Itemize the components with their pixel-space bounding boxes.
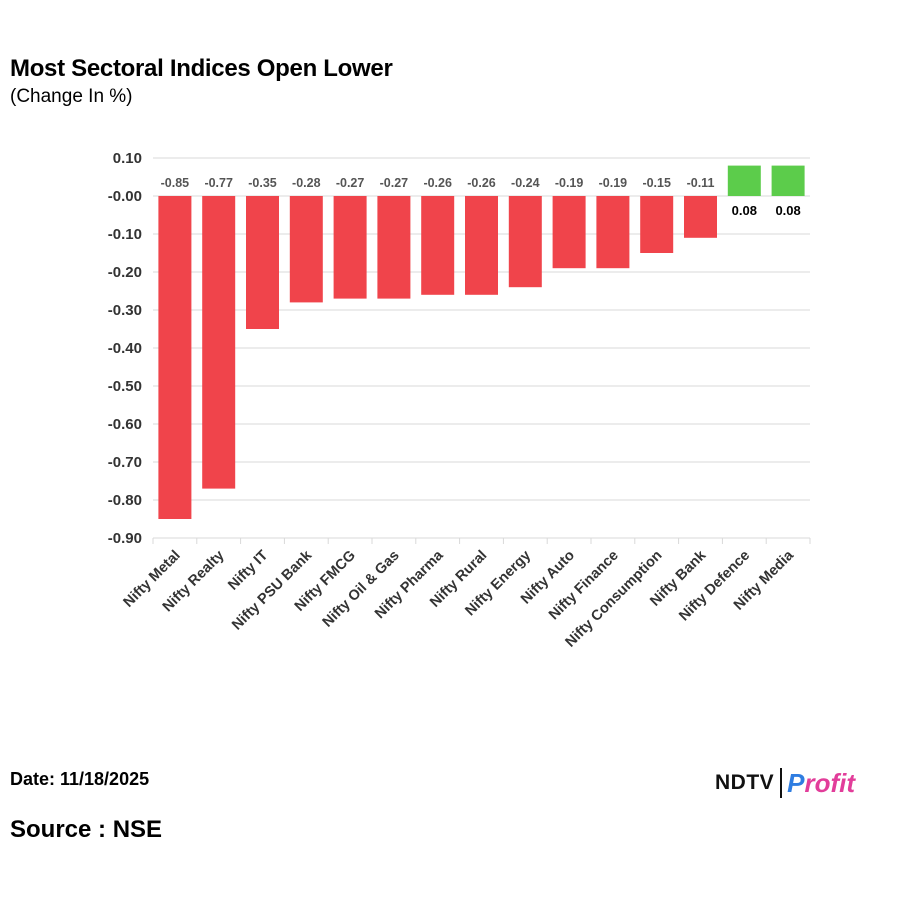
data-label: -0.77 [204, 176, 233, 190]
bar [596, 196, 630, 269]
data-label: -0.26 [467, 176, 496, 190]
bar [377, 196, 411, 299]
data-label: -0.11 [687, 176, 715, 190]
bar [246, 196, 279, 329]
logo-product-text: Profit [787, 768, 855, 799]
bar [640, 196, 674, 253]
logo-divider [780, 768, 783, 798]
source-label: Source : NSE [10, 816, 163, 843]
logo-product-initial: P [787, 767, 805, 798]
y-tick-label: -0.90 [108, 530, 142, 547]
y-tick-label: 0.10 [113, 150, 142, 167]
y-tick-label: -0.80 [108, 492, 142, 509]
ndtv-profit-logo: NDTV Profit [715, 765, 855, 801]
x-tick-label: Nifty PSU Bank [229, 547, 316, 634]
chart-title: Most Sectoral Indices Open Lower [10, 55, 393, 82]
data-label: -0.27 [336, 176, 365, 190]
data-label: -0.15 [642, 176, 671, 190]
y-tick-label: -0.10 [108, 226, 142, 243]
bar [684, 196, 717, 238]
bar [421, 196, 455, 295]
data-label: -0.26 [423, 176, 452, 190]
data-label: -0.28 [292, 176, 321, 190]
data-label: -0.85 [161, 176, 190, 190]
bar [508, 196, 542, 288]
logo-brand-text: NDTV [715, 771, 775, 794]
bar [158, 196, 192, 519]
bar [771, 165, 805, 196]
chart-subtitle: (Change In %) [10, 86, 133, 107]
bar [202, 196, 236, 489]
y-tick-label: -0.00 [108, 188, 142, 205]
data-label: 0.08 [775, 203, 800, 218]
bar-chart: 0.10 -0.00 -0.10 -0.20 -0.30 -0.40 -0.50 -0.60 -… [108, 150, 811, 651]
data-label: -0.27 [380, 176, 409, 190]
y-tick-label: -0.60 [108, 416, 142, 433]
y-tick-label: -0.70 [108, 454, 142, 471]
bar [552, 196, 586, 269]
logo-product-rest: rofit [804, 767, 856, 798]
date-label: Date: 11/18/2025 [10, 769, 150, 789]
x-tick-label: Nifty Oil & Gas [320, 548, 403, 631]
bar [727, 165, 761, 196]
bar [465, 196, 498, 295]
bar [333, 196, 367, 299]
bar [289, 196, 323, 303]
y-tick-label: -0.40 [108, 340, 142, 357]
data-label: -0.24 [511, 176, 540, 190]
data-label: -0.19 [599, 176, 628, 190]
data-label: -0.35 [248, 176, 277, 190]
data-label: 0.08 [732, 203, 757, 218]
y-tick-label: -0.50 [108, 378, 142, 395]
y-tick-label: -0.30 [108, 302, 142, 319]
y-tick-label: -0.20 [108, 264, 142, 281]
data-label: -0.19 [555, 176, 584, 190]
